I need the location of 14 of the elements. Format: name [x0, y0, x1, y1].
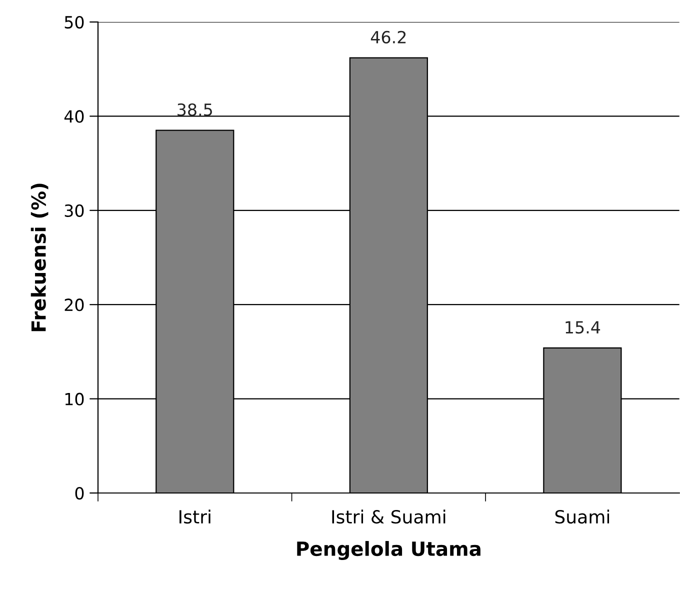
x-axis-title: Pengelola Utama	[297, 541, 480, 560]
y-tick-label: 50	[64, 16, 84, 29]
y-tick-label: 0	[75, 486, 84, 500]
y-tick-label: 40	[64, 110, 84, 123]
data-label: 15.4	[566, 321, 600, 334]
data-label: 46.2	[370, 30, 406, 44]
data-label: 38.5	[178, 103, 212, 116]
y-tick-label: 30	[64, 204, 84, 217]
x-tick-label: Suami	[555, 510, 610, 524]
y-tick-label: 20	[64, 298, 84, 312]
y-axis-title: Frekuensi (%)	[30, 184, 48, 332]
x-tick-label: Istri & Suami	[332, 510, 446, 524]
x-tick-label: Istri	[180, 510, 210, 524]
y-tick-label: 10	[65, 392, 84, 406]
